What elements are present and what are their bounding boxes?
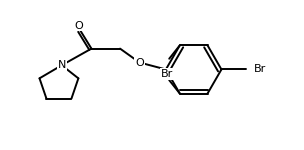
Text: O: O [74, 21, 83, 31]
Text: Br: Br [254, 64, 267, 74]
Text: N: N [57, 60, 66, 70]
Text: Br: Br [161, 69, 173, 79]
Text: O: O [135, 58, 144, 68]
